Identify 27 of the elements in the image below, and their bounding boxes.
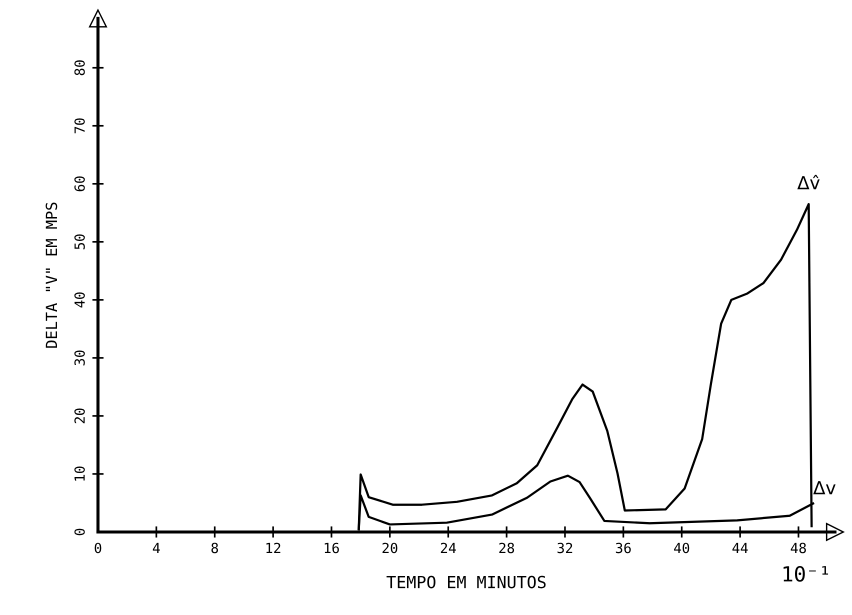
x-tick-label: 44	[732, 542, 748, 554]
y-axis-title: DELTA "V" EM MPS	[46, 202, 58, 348]
x-tick-label: 32	[558, 542, 572, 554]
x-tick-label: 36	[616, 542, 631, 554]
x-tick-label: 16	[324, 542, 339, 554]
y-tick-label: 70	[74, 118, 85, 134]
x-tick-label: 40	[674, 542, 690, 554]
y-tick-label: 10	[74, 466, 85, 481]
x-tick-label: 4	[152, 542, 160, 554]
y-tick-label: 30	[74, 350, 85, 366]
y-tick-label: 50	[74, 234, 85, 250]
y-tick-label: 80	[74, 60, 85, 76]
x-tick-label: 0	[94, 542, 102, 554]
x-tick-label: 8	[211, 542, 218, 554]
x-tick-label: 24	[440, 542, 456, 554]
y-tick-label: 60	[74, 176, 85, 192]
series-label: Δv̂	[797, 174, 820, 190]
series-label: Δv	[813, 481, 836, 494]
y-tick-label: 40	[74, 292, 85, 308]
x-tick-label: 48	[790, 542, 806, 554]
x-axis-title: TEMPO EM MINUTOS	[386, 576, 546, 588]
x-tick-label: 12	[266, 542, 280, 554]
x-tick-label: 28	[499, 542, 514, 554]
y-tick-label: 0	[74, 528, 85, 536]
text: 10⁻¹	[784, 566, 828, 582]
y-tick-label: 20	[74, 408, 85, 424]
x-tick-label: 20	[382, 542, 398, 554]
